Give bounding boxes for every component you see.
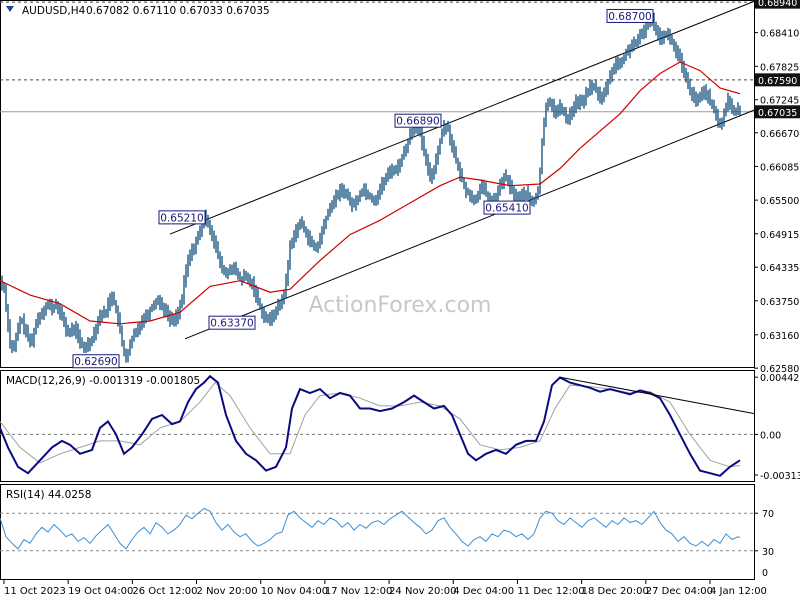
time-tick-label: 17 Nov 12:00: [325, 586, 392, 597]
symbol-label: AUDUSD,H4: [22, 5, 86, 17]
macd-tick-label: -0.003138: [760, 471, 800, 482]
rsi-tick-label: 70: [762, 509, 774, 520]
price-annotation: 0.65410: [483, 200, 531, 215]
price-annotation: 0.65210: [158, 210, 206, 225]
time-tick-label: 18 Dec 20:00: [582, 586, 649, 597]
time-tick-label: 26 Oct 12:00: [132, 586, 197, 597]
time-tick-label: 11 Oct 2023: [4, 586, 66, 597]
moving-average: [0, 61, 741, 325]
annotation-box: [606, 8, 654, 23]
price-level-badge-text: 0.68940: [758, 0, 797, 9]
price-tick-label: 0.66670: [760, 129, 799, 140]
annotation-label: 0.66890: [396, 116, 439, 128]
annotation-box: [394, 113, 442, 128]
price-level-badge-bg: [755, 0, 800, 9]
rsi-panel: RSI(14) 44.0258: [0, 484, 755, 580]
price-level-badge: 0.67590: [755, 73, 800, 87]
price-tick-label: 0.63750: [760, 297, 799, 308]
time-tick-label: 2 Nov 20:00: [197, 586, 258, 597]
price-series: [1, 12, 741, 363]
time-tick-label: 27 Dec 04:00: [646, 586, 713, 597]
price-level-badge: 0.68940: [755, 0, 800, 9]
price-annotation: 0.66890: [394, 113, 442, 128]
price-level-badge-text: 0.67035: [758, 108, 797, 119]
price-tick-label: 0.67825: [760, 62, 799, 73]
annotation-box: [483, 200, 531, 215]
macd-panel-frame: [0, 370, 755, 482]
price-annotation: 0.62690: [72, 354, 120, 369]
rsi-tick-label: 0: [762, 568, 768, 579]
collapse-icon[interactable]: [6, 6, 14, 12]
time-tick-label: 19 Oct 04:00: [68, 586, 133, 597]
macd-tick-label: 0.00: [760, 430, 781, 441]
price-tick-label: 0.64915: [760, 230, 799, 241]
right-price-axis: 0.68940 0.68410 0.67825 0.67245 0.66670 0.660…: [754, 0, 800, 579]
price-tick-label: 0.65500: [760, 196, 799, 207]
price-tick-label: 0.62580: [760, 364, 799, 375]
annotation-box: [208, 315, 256, 330]
annotation-label: 0.65410: [485, 203, 528, 215]
price-horizontal-lines: [0, 1, 754, 113]
price-panel: ActionForex.com 0.687000.668900.652100.6…: [0, 0, 756, 369]
price-level-badge-bg: [755, 73, 800, 87]
price-tick-label: 0.64335: [760, 263, 799, 274]
time-tick-label: 4 Jan 12:00: [710, 586, 767, 597]
price-annotation: 0.68700: [606, 8, 654, 23]
price-annotations: 0.68700 0.66890 0.65210 0.65410 0.63370 0.626…: [72, 8, 654, 369]
rsi-content: [0, 507, 754, 552]
time-tick-label: 11 Dec 12:00: [517, 586, 584, 597]
annotation-box: [72, 354, 120, 369]
annotation-label: 0.65210: [160, 212, 203, 224]
rsi-line: [0, 507, 741, 550]
macd-tick-label: 0.00442: [760, 373, 799, 384]
price-tick-label: 0.66085: [760, 162, 799, 173]
price-tick-label: 0.67245: [760, 96, 799, 107]
rsi-panel-frame: [0, 484, 755, 580]
macd-line: [0, 374, 741, 477]
time-tick-label: 24 Nov 20:00: [389, 586, 456, 597]
macd-content: [0, 374, 756, 477]
time-tick-label: 10 Nov 04:00: [261, 586, 328, 597]
ohlc-label: 0.67082 0.67110 0.67033 0.67035: [86, 5, 270, 17]
annotation-box: [158, 210, 206, 225]
rsi-tick-label: 30: [762, 547, 774, 558]
sma-line: [0, 61, 741, 325]
price-tick-label: 0.63160: [760, 331, 799, 342]
annotation-label: 0.63370: [210, 318, 253, 330]
price-level-badge-bg: [755, 105, 800, 119]
macd-trendline: [559, 376, 756, 415]
rsi-label: RSI(14) 44.0258: [6, 489, 91, 501]
price-level-badge: 0.67035: [755, 105, 800, 119]
price-level-badge-text: 0.67590: [758, 76, 797, 87]
price-header: AUDUSD,H4 0.67082 0.67110 0.67033 0.6703…: [6, 5, 270, 17]
macd-panel: MACD(12,26,9) -0.001319 -0.001805: [0, 370, 756, 482]
annotation-label: 0.62690: [74, 356, 117, 368]
watermark: ActionForex.com: [309, 293, 492, 318]
time-tick-label: 4 Dec 04:00: [453, 586, 514, 597]
price-tick-label: 0.68410: [760, 29, 799, 40]
price-annotation: 0.63370: [208, 315, 256, 330]
price-panel-frame: [0, 0, 755, 368]
annotation-label: 0.68700: [608, 11, 651, 23]
macd-label: MACD(12,26,9) -0.001319 -0.001805: [6, 375, 200, 387]
